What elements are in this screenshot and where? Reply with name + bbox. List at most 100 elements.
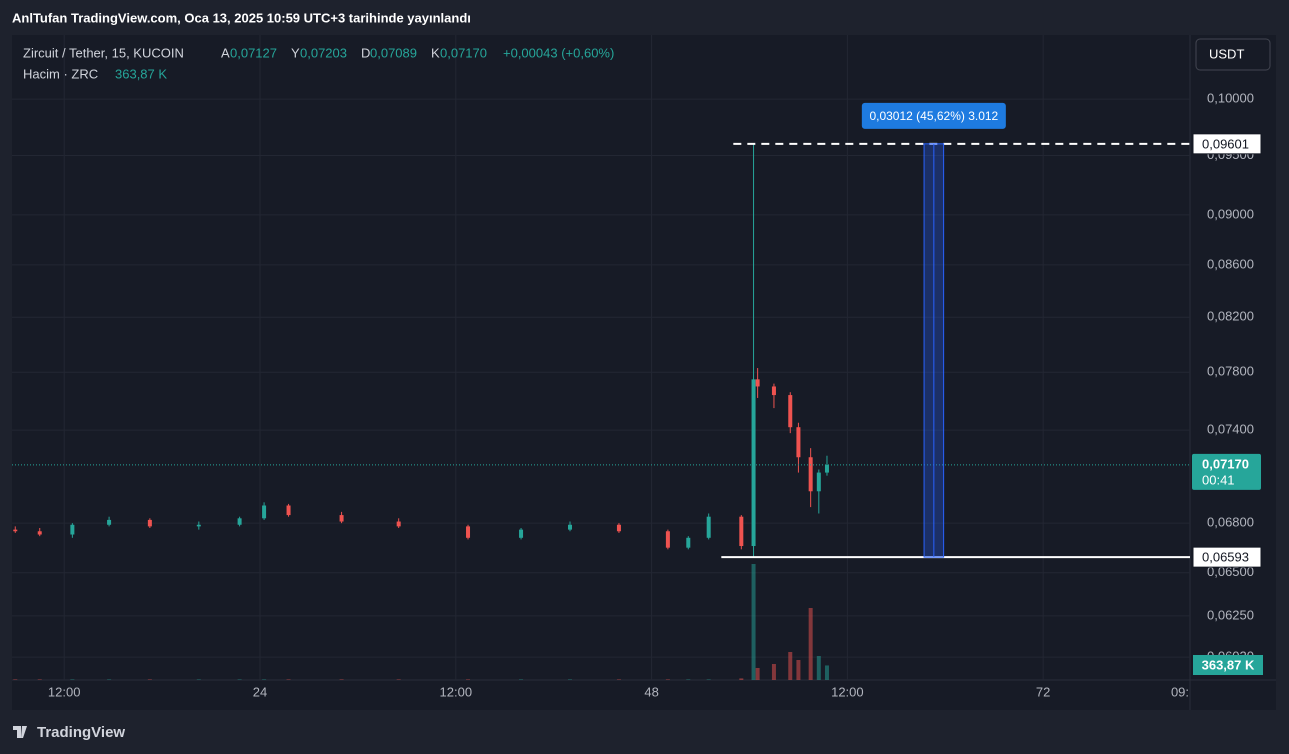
volume-box — [1193, 655, 1263, 675]
candle-body — [796, 427, 801, 458]
candle-body — [466, 526, 471, 538]
volume-bar — [107, 679, 112, 680]
y-tick-label: 0,06250 — [1207, 607, 1254, 622]
last-price-label: 0,07170 — [1202, 456, 1249, 471]
volume-bar — [196, 679, 201, 680]
legend-key: Y — [291, 45, 300, 60]
candle-body — [816, 472, 821, 492]
x-tick-label: 72 — [1036, 684, 1050, 699]
volume-bar — [616, 679, 621, 680]
volume-bar — [519, 679, 524, 680]
legend-value: 0,07089 — [370, 45, 417, 60]
candle-body — [196, 524, 201, 527]
candle-body — [788, 395, 793, 428]
volume-bar — [466, 679, 471, 680]
currency-button[interactable] — [1195, 38, 1271, 71]
candle-body — [519, 529, 524, 538]
volume-bar — [751, 564, 756, 680]
volume-title: Hacim · ZRC — [23, 66, 98, 81]
candle-body — [739, 516, 744, 547]
candle-body — [706, 516, 711, 538]
candle-body — [237, 518, 242, 525]
header-title: AnlTufan TradingView.com, Oca 13, 2025 1… — [12, 10, 471, 25]
level-label: 0,09601 — [1202, 136, 1249, 151]
candle-body — [808, 457, 813, 492]
candle-body — [70, 524, 75, 535]
volume-bar — [665, 679, 670, 680]
candle-body — [568, 524, 572, 530]
countdown: 00:41 — [1202, 472, 1235, 487]
volume-bar — [755, 668, 760, 680]
candle-body — [824, 464, 829, 473]
level-label: 0,06593 — [1202, 550, 1249, 565]
volume-bar — [37, 679, 42, 680]
candle-body — [665, 531, 670, 548]
x-tick-label: 48 — [644, 684, 658, 699]
legend-change: +0,00043 (+0,60%) — [503, 45, 614, 60]
currency[interactable]: USDT — [1209, 46, 1244, 61]
legend-key: A — [221, 45, 230, 60]
overlay: 0,100000,095000,090000,086000,082000,078… — [12, 91, 1263, 699]
candle-body — [13, 529, 18, 532]
x-tick-label: 12:00 — [440, 684, 473, 699]
volume-bar — [147, 679, 152, 680]
volume-value: 363,87 K — [115, 66, 167, 81]
symbol: Zircuit / Tether, 15, KUCOIN — [23, 45, 184, 60]
candle-body — [751, 379, 756, 547]
legend-value: 0,07203 — [300, 45, 347, 60]
candle-body — [686, 537, 691, 548]
volume-bar — [808, 608, 813, 680]
brand: TradingView — [37, 724, 125, 741]
volume-bar — [796, 660, 801, 680]
candle-body — [616, 524, 621, 532]
y-tick-label: 0,08600 — [1207, 256, 1254, 271]
y-tick-label: 0,09000 — [1207, 206, 1254, 221]
legend-key: D — [361, 45, 370, 60]
legend-value: 0,07170 — [440, 45, 487, 60]
candle-body — [286, 505, 291, 516]
x-tick-label: 09: — [1171, 684, 1189, 699]
y-tick-label: 0,06800 — [1207, 515, 1254, 530]
last-price-box — [1192, 453, 1261, 490]
candle-body — [147, 519, 152, 527]
x-tick-label: 12:00 — [831, 684, 864, 699]
x-tick-label: 24 — [253, 684, 267, 699]
y-tick-label: 0,10000 — [1207, 91, 1254, 106]
volume-bar — [816, 656, 821, 680]
volume-bar — [70, 679, 75, 680]
volume-bar — [286, 679, 291, 680]
volume-bar — [237, 679, 242, 680]
measure-label: 0,03012 (45,62%) 3.012 — [869, 109, 998, 123]
candle-body — [262, 505, 267, 519]
legend-value: 0,07127 — [230, 45, 277, 60]
candle-body — [771, 386, 776, 396]
plot — [13, 143, 829, 680]
level-box — [1192, 133, 1262, 155]
level-box — [1192, 546, 1262, 568]
volume-bar — [686, 679, 691, 680]
y-tick-label: 0,07800 — [1207, 364, 1254, 379]
measure-box — [861, 102, 1006, 129]
candle-body — [37, 531, 42, 535]
candle-body — [396, 521, 401, 527]
y-tick-label: 0,06500 — [1207, 564, 1254, 579]
volume-bar — [788, 652, 793, 680]
volume-bar — [706, 679, 711, 680]
volume-bar — [824, 665, 829, 680]
volume-bar — [13, 679, 18, 680]
brand-logo — [13, 726, 27, 738]
legend-key: K — [431, 45, 440, 60]
volume-bar — [771, 664, 776, 680]
volume-bar — [396, 679, 401, 680]
candle-body — [107, 519, 112, 525]
grid — [12, 35, 1190, 680]
volume-bar — [568, 679, 572, 680]
volume-axis-label: 363,87 K — [1202, 657, 1255, 672]
candle-body — [339, 515, 344, 522]
candle-body — [755, 379, 760, 387]
volume-bar — [339, 679, 344, 680]
volume-bar — [739, 678, 744, 680]
volume-bar — [262, 679, 267, 680]
